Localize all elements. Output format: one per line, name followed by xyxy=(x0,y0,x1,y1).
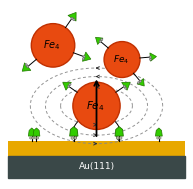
Circle shape xyxy=(149,56,151,58)
Polygon shape xyxy=(122,82,130,90)
Circle shape xyxy=(68,85,70,88)
Circle shape xyxy=(71,17,73,19)
Circle shape xyxy=(30,137,32,139)
Circle shape xyxy=(25,64,27,66)
Polygon shape xyxy=(70,127,78,136)
Text: Au(111): Au(111) xyxy=(78,162,115,171)
Circle shape xyxy=(71,137,74,139)
Circle shape xyxy=(73,82,120,129)
Polygon shape xyxy=(115,127,123,136)
Circle shape xyxy=(74,137,77,139)
Circle shape xyxy=(73,19,75,21)
Polygon shape xyxy=(156,128,162,136)
Circle shape xyxy=(99,40,102,43)
Circle shape xyxy=(139,80,141,82)
Circle shape xyxy=(123,85,125,88)
Circle shape xyxy=(32,137,34,139)
Circle shape xyxy=(119,137,122,139)
Polygon shape xyxy=(63,82,71,90)
Circle shape xyxy=(157,137,159,139)
Polygon shape xyxy=(28,128,35,136)
Text: $\mathit{Fe}_4$: $\mathit{Fe}_4$ xyxy=(86,99,105,113)
Circle shape xyxy=(137,82,140,84)
Circle shape xyxy=(149,58,152,60)
Polygon shape xyxy=(68,12,76,21)
Polygon shape xyxy=(150,53,157,61)
Polygon shape xyxy=(96,37,103,44)
Polygon shape xyxy=(137,79,144,86)
Circle shape xyxy=(34,137,36,139)
Circle shape xyxy=(36,137,39,139)
Text: $\mathit{Fe}_4$: $\mathit{Fe}_4$ xyxy=(43,38,61,52)
Polygon shape xyxy=(8,156,185,178)
Circle shape xyxy=(124,87,127,89)
Polygon shape xyxy=(33,128,40,136)
Circle shape xyxy=(104,42,140,77)
Polygon shape xyxy=(22,63,31,71)
Circle shape xyxy=(83,56,85,58)
Circle shape xyxy=(159,137,161,139)
Polygon shape xyxy=(82,52,91,61)
Circle shape xyxy=(27,65,29,68)
Circle shape xyxy=(69,83,71,86)
Circle shape xyxy=(101,38,103,41)
Polygon shape xyxy=(8,141,185,156)
Circle shape xyxy=(116,137,119,139)
Text: $\mathit{Fe}_4$: $\mathit{Fe}_4$ xyxy=(113,53,129,66)
Circle shape xyxy=(31,24,75,67)
Circle shape xyxy=(82,58,85,60)
